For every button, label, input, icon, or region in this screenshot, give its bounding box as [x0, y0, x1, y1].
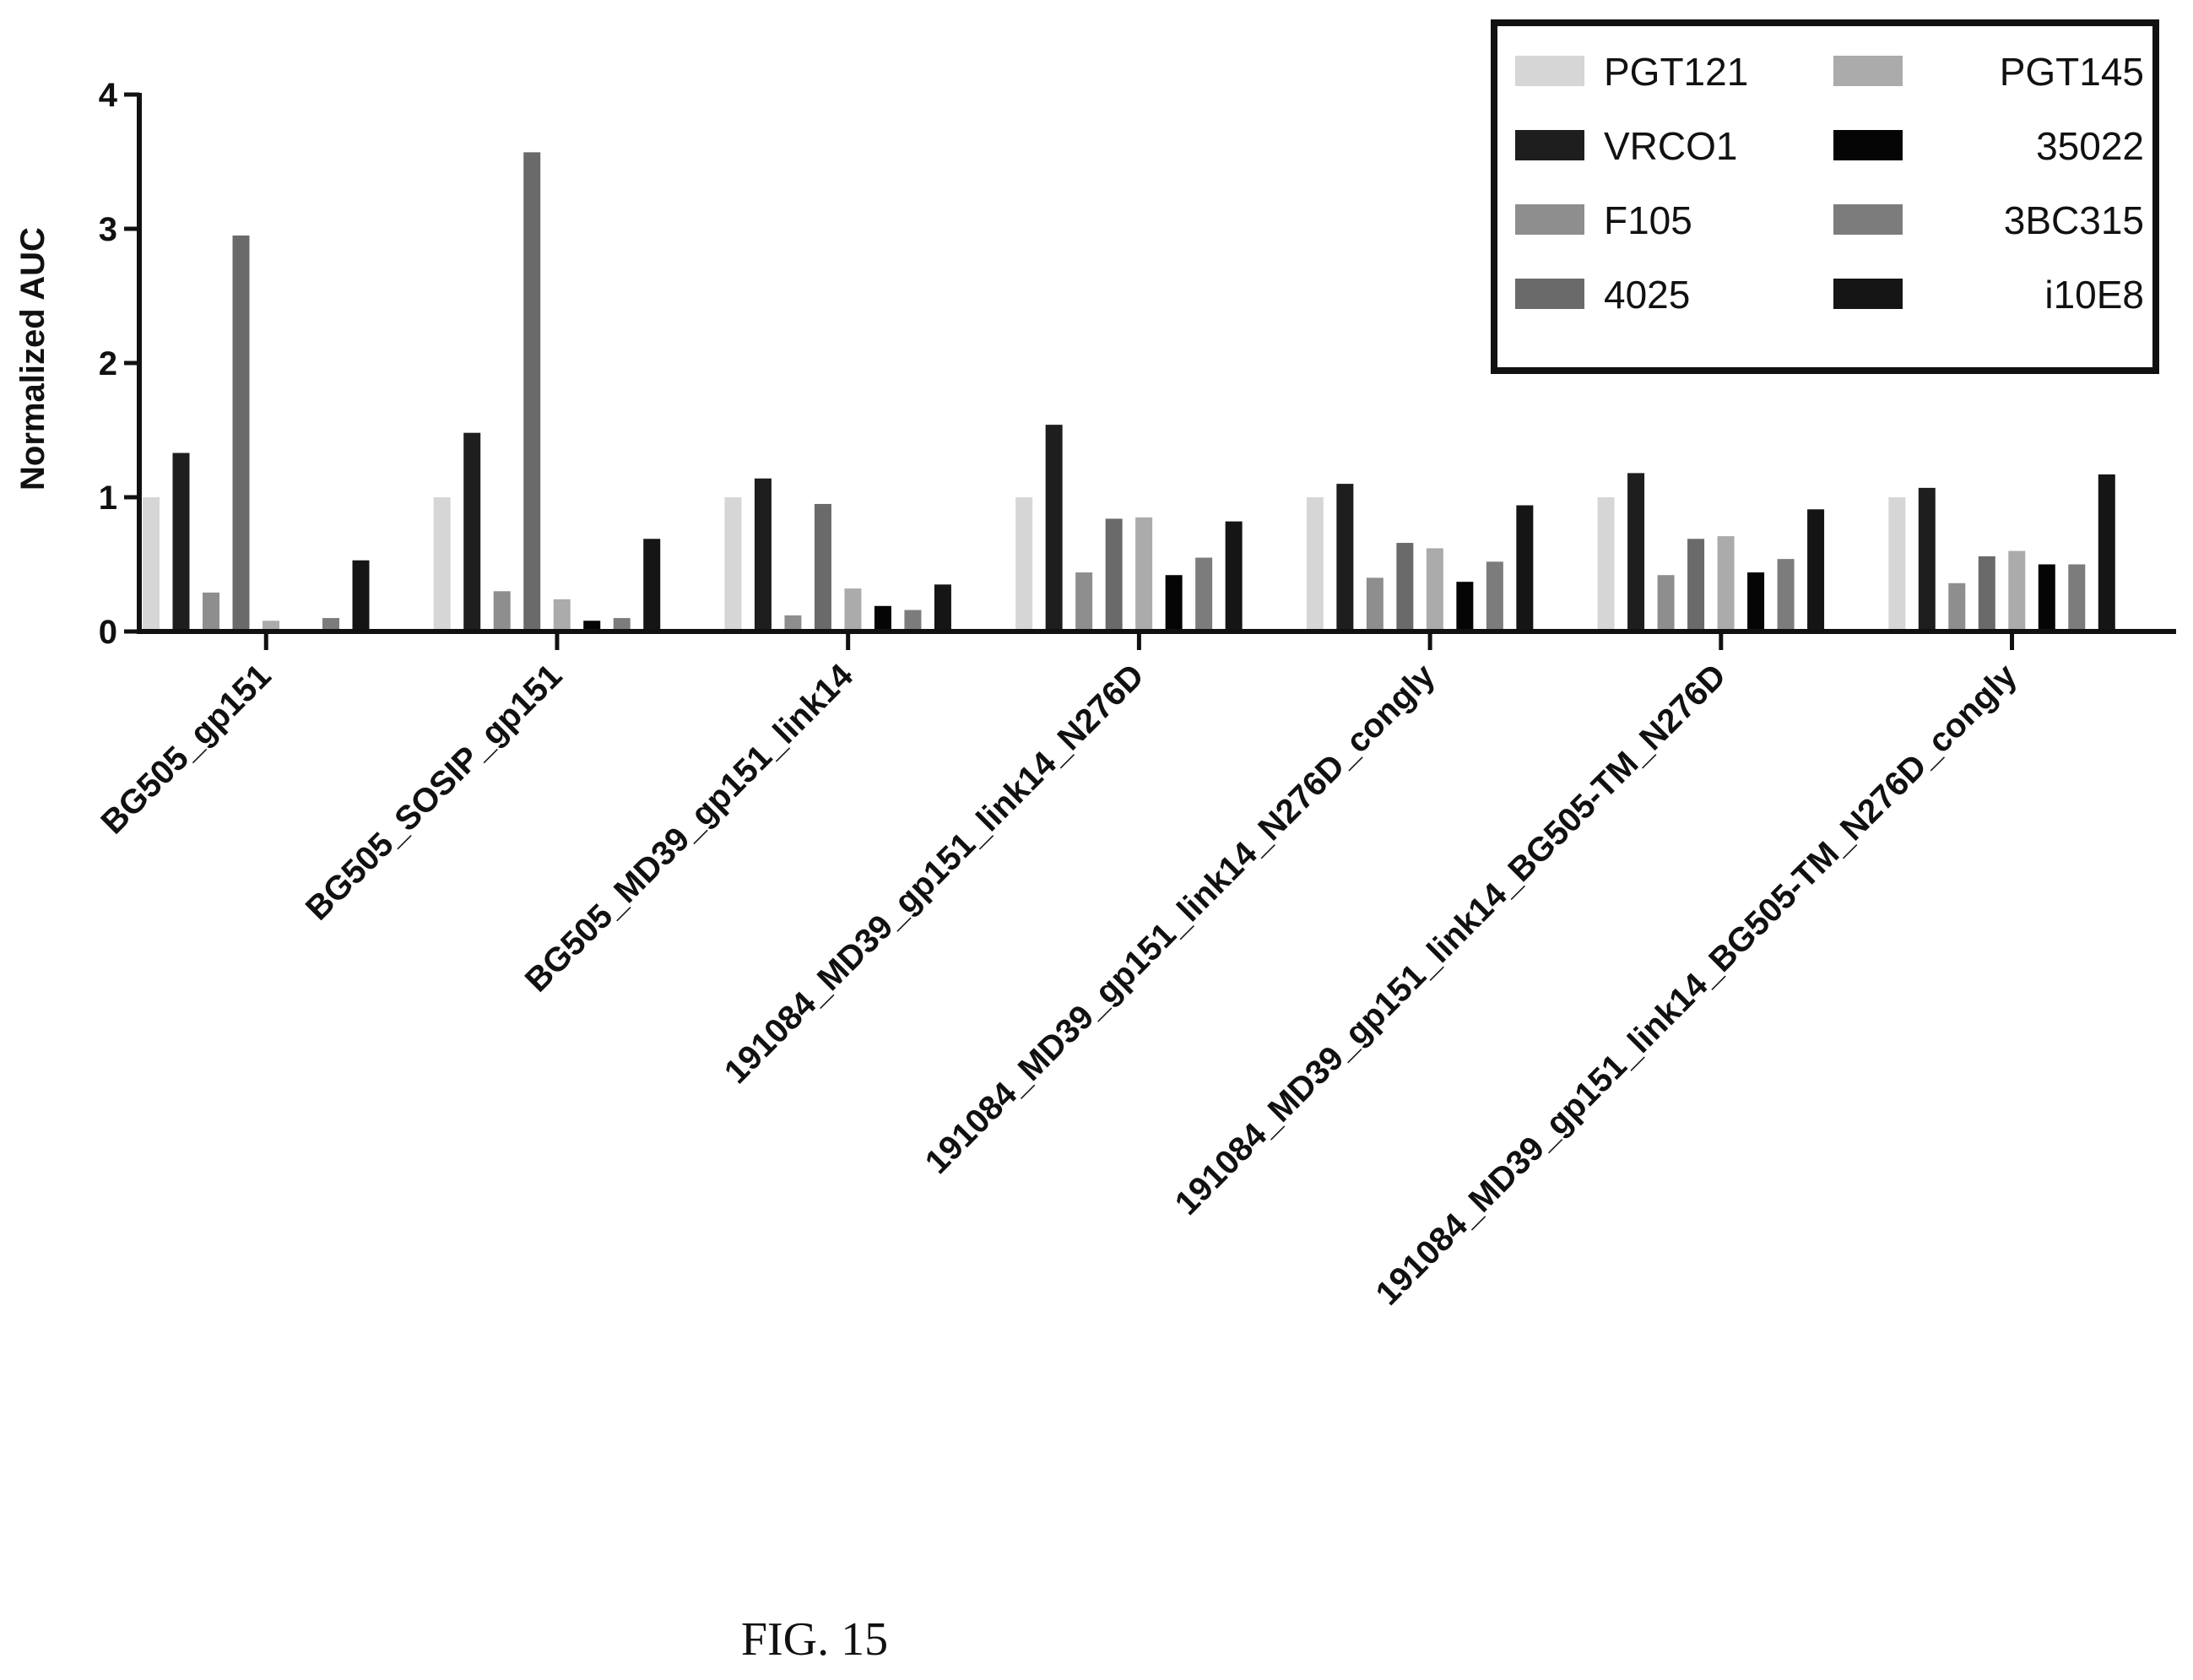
bar-vrco1 — [463, 432, 481, 631]
bar-pgt121 — [433, 497, 451, 631]
legend-frame — [1491, 19, 2159, 374]
legend-label: i10E8 — [2044, 273, 2144, 317]
bar-3bc315 — [1486, 561, 1503, 631]
bar-pgt145 — [1426, 548, 1443, 631]
bar-4025 — [814, 503, 831, 631]
bar-3bc315 — [1777, 559, 1795, 631]
bar-vrco1 — [1336, 484, 1354, 631]
legend-swatch — [1515, 56, 1584, 86]
bar-3bc315 — [904, 610, 922, 631]
legend: PGT121 VRCO1 F105 4025 PGT145 35022 3BC315 i10E… — [1491, 19, 2159, 374]
x-tick-label: BG505_MD39_gp151_link14 — [518, 657, 861, 1000]
bar-i10e8 — [934, 584, 951, 631]
bar-4025 — [1687, 539, 1705, 631]
bar-vrco1 — [1918, 487, 1936, 631]
bar-i10e8 — [352, 560, 370, 631]
legend-swatch — [1833, 56, 1903, 86]
bar-i10e8 — [1807, 509, 1825, 631]
y-tick-label: 0 — [99, 614, 117, 651]
bar-vrco1 — [754, 478, 772, 631]
legend-swatch — [1515, 279, 1584, 309]
bar-35022 — [874, 605, 891, 631]
bar-pgt145 — [844, 588, 862, 631]
legend-label: 35022 — [2036, 124, 2144, 168]
legend-label: F105 — [1604, 198, 1692, 242]
bar-pgt121 — [1015, 497, 1033, 631]
bar-i10e8 — [1516, 505, 1534, 631]
bar-i10e8 — [643, 539, 661, 631]
bar-f105 — [1075, 572, 1093, 631]
bar-4025 — [1978, 555, 1995, 631]
bar-f105 — [1657, 575, 1675, 631]
y-ticks: 0 1 2 3 4 — [99, 77, 139, 651]
bar-35022 — [1747, 572, 1765, 631]
bar-35022 — [1165, 575, 1183, 631]
bar-pgt121 — [724, 497, 742, 631]
x-tick-label: BG505_gp151 — [94, 657, 278, 841]
bar-pgt145 — [1135, 517, 1153, 631]
bar-3bc315 — [2068, 564, 2086, 631]
legend-label: VRCO1 — [1604, 124, 1737, 168]
x-tick-label: 191084_MD39_gp151_link14_BG505-TM_N276D — [1168, 657, 1733, 1222]
y-tick-label: 2 — [99, 345, 117, 382]
bar-3bc315 — [613, 618, 631, 631]
bar-4025 — [523, 152, 541, 631]
x-ticks: BG505_gp151 BG505_SOSIP_gp151BG505_MD39_g… — [94, 631, 2024, 1313]
bar-3bc315 — [322, 618, 339, 631]
figure-caption: FIG. 15 — [740, 1613, 889, 1666]
bar-vrco1 — [1627, 473, 1645, 631]
legend-swatch — [1515, 130, 1584, 160]
bar-vrco1 — [1045, 425, 1063, 631]
legend-label: 4025 — [1604, 273, 1690, 317]
y-tick-label: 3 — [99, 211, 117, 248]
bar-f105 — [493, 591, 511, 631]
bar-i10e8 — [2098, 474, 2115, 631]
y-tick-label: 1 — [99, 480, 117, 517]
x-tick-label: BG505_SOSIP_gp151 — [299, 657, 569, 927]
x-tick-label: 191084_MD39_gp151_link14_BG505-TM_N276D_… — [1369, 657, 2025, 1313]
bar-pgt145 — [553, 599, 571, 631]
bar-pgt121 — [1306, 497, 1324, 631]
bar-pgt121 — [1888, 497, 1906, 631]
bar-f105 — [1366, 577, 1383, 631]
legend-swatch — [1833, 130, 1903, 160]
legend-swatch — [1515, 204, 1584, 235]
plot-bars — [143, 152, 2115, 631]
bar-4025 — [232, 235, 250, 631]
legend-swatch — [1833, 279, 1903, 309]
legend-label: 3BC315 — [2004, 198, 2144, 242]
bar-35022 — [2038, 564, 2055, 631]
bar-35022 — [1456, 582, 1474, 631]
y-axis-label: Normalized AUC — [14, 227, 51, 490]
bar-pgt121 — [143, 497, 160, 631]
bar-4025 — [1105, 518, 1123, 631]
bar-i10e8 — [1225, 521, 1243, 631]
bar-vrco1 — [172, 453, 190, 631]
bar-35022 — [583, 621, 601, 631]
bar-f105 — [203, 592, 219, 631]
bar-3bc315 — [1195, 557, 1213, 631]
legend-label: PGT145 — [2000, 50, 2144, 94]
y-tick-label: 4 — [99, 77, 118, 114]
bar-pgt145 — [1717, 536, 1735, 631]
x-tick-label: 191084_MD39_gp151_link14_N276D_congly — [918, 657, 1443, 1181]
legend-swatch — [1833, 204, 1903, 235]
legend-label: PGT121 — [1604, 50, 1748, 94]
bar-4025 — [1396, 543, 1414, 631]
bar-f105 — [1948, 583, 1966, 631]
bar-pgt145 — [263, 621, 279, 631]
bar-f105 — [784, 615, 802, 631]
bar-pgt145 — [2008, 550, 2026, 631]
bar-pgt121 — [1597, 497, 1615, 631]
